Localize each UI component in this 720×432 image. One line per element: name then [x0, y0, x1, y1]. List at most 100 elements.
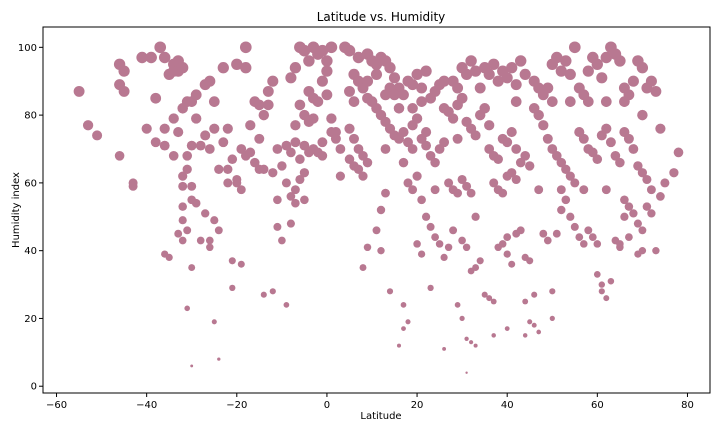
data-point [527, 319, 533, 325]
data-point [637, 168, 648, 178]
data-point [531, 291, 538, 298]
data-point [551, 150, 562, 161]
data-point [343, 44, 356, 57]
data-point [281, 140, 292, 151]
data-point [525, 161, 535, 171]
data-point [564, 68, 576, 80]
data-point [321, 65, 333, 77]
data-point [393, 103, 405, 114]
data-point [515, 157, 526, 168]
data-point [636, 62, 649, 74]
data-point [522, 298, 529, 305]
data-point [439, 137, 450, 148]
data-point [286, 219, 295, 228]
data-point [600, 51, 613, 64]
data-point [361, 75, 374, 87]
data-point [508, 260, 516, 268]
data-point [607, 277, 615, 285]
data-point [269, 288, 276, 295]
data-point [444, 178, 454, 188]
data-point [556, 157, 567, 168]
data-point [184, 305, 190, 312]
data-point [638, 226, 647, 235]
data-point [407, 103, 418, 114]
data-point [214, 164, 224, 174]
data-point [416, 82, 428, 94]
data-point [605, 137, 616, 148]
y-tick-label: 60 [24, 178, 37, 189]
data-point [620, 212, 629, 221]
data-point [421, 140, 432, 151]
chart-title: Latitude vs. Humidity [317, 10, 446, 24]
data-point [245, 147, 256, 158]
data-point [200, 130, 211, 141]
data-point [190, 89, 202, 101]
data-point [210, 216, 219, 225]
data-point [114, 150, 125, 161]
data-point [565, 171, 575, 181]
data-point [421, 212, 431, 221]
data-point [394, 133, 404, 144]
x-tick-label: 40 [501, 400, 514, 411]
data-point [228, 257, 236, 265]
data-point [335, 171, 345, 181]
data-point [538, 120, 549, 131]
data-point [647, 209, 656, 218]
data-point [546, 96, 558, 107]
data-point [564, 96, 576, 107]
data-point [578, 133, 589, 144]
data-point [205, 236, 214, 245]
x-tick-label: −60 [46, 400, 67, 411]
data-point [669, 168, 679, 178]
data-point [218, 137, 229, 148]
data-point [615, 157, 625, 168]
data-point [596, 72, 608, 84]
data-point [416, 96, 427, 107]
data-point [295, 154, 305, 164]
x-axis-title: Latitude [360, 411, 401, 422]
data-point [650, 85, 662, 97]
data-point [506, 62, 518, 74]
data-point [303, 116, 315, 128]
data-point [411, 68, 423, 80]
data-point [358, 171, 368, 181]
data-point [214, 226, 223, 235]
data-point [584, 226, 593, 235]
data-point [289, 62, 302, 74]
data-point [484, 144, 495, 154]
data-point [407, 144, 418, 154]
data-point [208, 96, 220, 107]
data-point [462, 243, 471, 252]
data-point [570, 178, 580, 188]
data-point [186, 140, 197, 151]
data-point [362, 157, 373, 168]
data-point [542, 133, 553, 144]
y-tick-label: 100 [18, 43, 37, 54]
data-point [177, 62, 189, 74]
data-point [358, 150, 368, 161]
data-point [464, 336, 469, 341]
data-point [673, 147, 684, 158]
data-point [601, 123, 612, 134]
data-point [503, 250, 511, 258]
data-point [476, 257, 484, 265]
x-tick-label: −40 [136, 400, 157, 411]
data-point [619, 96, 630, 107]
data-point [646, 185, 656, 195]
data-point [465, 371, 468, 374]
data-point [592, 154, 603, 164]
data-point [507, 168, 517, 178]
data-point [254, 133, 265, 144]
data-point [178, 181, 188, 191]
data-point [473, 343, 478, 348]
data-point [73, 85, 85, 97]
data-point [239, 41, 252, 54]
data-point [484, 120, 495, 131]
data-point [344, 123, 355, 134]
data-point [277, 161, 287, 171]
data-point [492, 75, 504, 87]
data-point [593, 271, 601, 278]
data-point [118, 65, 130, 77]
data-point [290, 185, 300, 195]
data-point [453, 188, 462, 198]
